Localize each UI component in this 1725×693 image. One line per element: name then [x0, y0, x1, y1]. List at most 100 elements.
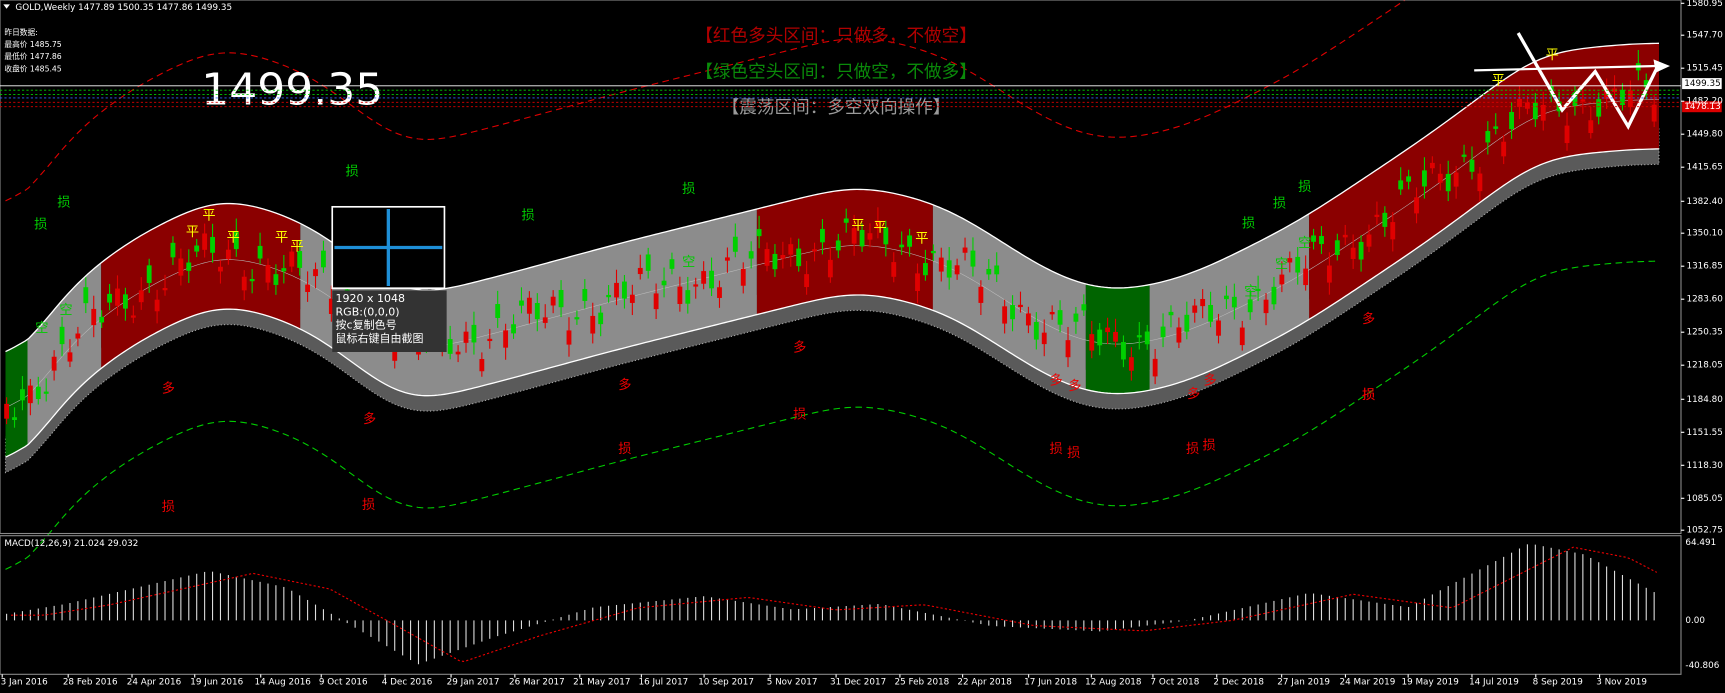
signal-label: 多 [1068, 377, 1081, 394]
signal-label: 平 [202, 209, 215, 224]
date-axis-label: 4 Dec 2016 [382, 678, 433, 688]
signal-label: 空 [1275, 256, 1288, 272]
candle-body [915, 273, 920, 292]
candle-body [138, 290, 144, 303]
candle-body [1097, 329, 1103, 346]
candle-body [511, 324, 516, 334]
date-axis-label: 8 Sep 2019 [1533, 678, 1583, 688]
candle-body [1334, 240, 1340, 255]
candle-body [661, 280, 667, 286]
macd-signal [11, 546, 1658, 663]
date-axis-label: 28 Feb 2016 [63, 678, 118, 688]
candle-body [1532, 102, 1538, 120]
signal-label: 平 [275, 231, 288, 246]
date-axis-label: 7 Oct 2018 [1151, 678, 1200, 688]
signal-label: 多 [793, 339, 806, 356]
candle-body [241, 276, 247, 291]
candle-body [1620, 89, 1625, 106]
band-bottom [5, 148, 1660, 458]
candle-body [1651, 104, 1657, 122]
price-axis-label: 1218.05 [1686, 361, 1722, 371]
date-axis-label: 14 Aug 2016 [255, 678, 312, 688]
candle-body [479, 359, 485, 372]
candle-body [1136, 335, 1142, 338]
candle-body [1588, 120, 1594, 134]
signal-label: 多 [162, 379, 175, 396]
candle-body [764, 249, 770, 266]
candle-body [1073, 313, 1079, 322]
candle-body [194, 245, 200, 252]
candle-body [297, 251, 303, 268]
candle-body [1477, 173, 1483, 192]
candle-body [1160, 326, 1166, 338]
macd-frame [0, 535, 1682, 675]
date-axis-label: 19 Jun 2016 [190, 678, 243, 688]
signal-label: 损 [34, 216, 47, 232]
candle-body [313, 269, 318, 277]
candle-body [645, 254, 651, 271]
candle-body [724, 257, 730, 261]
candle-body [471, 324, 477, 343]
signal-label: 空 [1298, 235, 1311, 251]
popup-copy: 按c复制色号 [336, 318, 397, 332]
candle-body [653, 293, 659, 310]
signal-label: 损 [1273, 196, 1286, 212]
candle-body [1216, 320, 1221, 336]
candle-body [1350, 247, 1356, 260]
price-axis-label: 1515.45 [1686, 64, 1722, 74]
popup-capture: 鼠标右键自由截图 [336, 331, 424, 345]
candle-body [392, 350, 398, 361]
candle-body [186, 262, 192, 271]
zone-band [756, 189, 933, 315]
candle-body [1612, 88, 1617, 92]
signal-label: 损 [1362, 387, 1375, 403]
candle-body [1184, 314, 1190, 332]
candle-body [851, 228, 857, 244]
signal-label: 损 [1242, 215, 1255, 231]
candle-body [1089, 334, 1095, 351]
candle-body [1326, 265, 1332, 283]
date-axis-label: 29 Jan 2017 [447, 678, 500, 688]
candle-body [146, 265, 152, 283]
candle-body [1057, 310, 1063, 325]
signal-label: 损 [1186, 441, 1199, 457]
price-axis-label: 1151.55 [1686, 428, 1722, 438]
candle-body [978, 286, 984, 303]
signal-label: 平 [915, 232, 928, 247]
candle-body [891, 262, 897, 277]
candle-body [788, 244, 794, 255]
candle-body [598, 312, 604, 325]
signal-label: 平 [1492, 73, 1505, 88]
candle-body [1358, 241, 1364, 260]
candle-body [748, 251, 754, 259]
signal-label: 损 [521, 208, 534, 224]
candle-body [875, 220, 881, 229]
candle-body [923, 263, 928, 276]
candle-body [495, 304, 501, 318]
date-axis-label: 16 Jul 2017 [638, 678, 688, 688]
candle-body [1263, 299, 1269, 314]
signal-label: 损 [1202, 438, 1215, 454]
candle-body [265, 265, 271, 283]
signal-label: 损 [362, 497, 375, 513]
candle-body [519, 300, 524, 306]
candle-body [1398, 180, 1404, 190]
date-axis-label: 5 Nov 2017 [767, 678, 818, 688]
candle-body [1105, 327, 1111, 333]
candle-body [677, 286, 683, 305]
price-axis-label: 1250.35 [1686, 328, 1722, 338]
candle-body [321, 250, 326, 268]
candle-body [1366, 234, 1372, 247]
date-axis-label: 9 Oct 2016 [319, 678, 368, 688]
trend-line [1474, 64, 1656, 72]
band-top [5, 42, 1660, 353]
candle-body [178, 258, 184, 276]
candle-body [162, 288, 168, 291]
candle-body [1200, 298, 1206, 307]
header-arrow [3, 4, 10, 9]
price-axis-label: 1415.65 [1686, 163, 1722, 173]
candle-body [107, 293, 112, 303]
info-title: 昨日数据: [4, 27, 37, 37]
candle-body [99, 316, 105, 323]
candle-body [1564, 125, 1570, 144]
